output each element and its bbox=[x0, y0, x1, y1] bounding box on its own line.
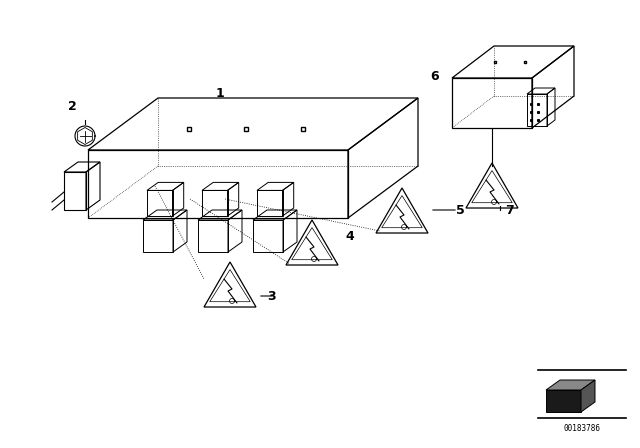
Text: 7: 7 bbox=[506, 203, 515, 216]
Text: 6: 6 bbox=[431, 69, 439, 82]
Text: 00183786: 00183786 bbox=[563, 423, 600, 432]
Text: 3: 3 bbox=[268, 289, 276, 302]
Polygon shape bbox=[546, 390, 581, 412]
Polygon shape bbox=[581, 380, 595, 412]
Text: 4: 4 bbox=[346, 229, 355, 242]
Text: 1: 1 bbox=[216, 86, 225, 99]
Polygon shape bbox=[546, 380, 595, 390]
Text: 5: 5 bbox=[456, 203, 465, 216]
Text: 2: 2 bbox=[68, 99, 76, 112]
